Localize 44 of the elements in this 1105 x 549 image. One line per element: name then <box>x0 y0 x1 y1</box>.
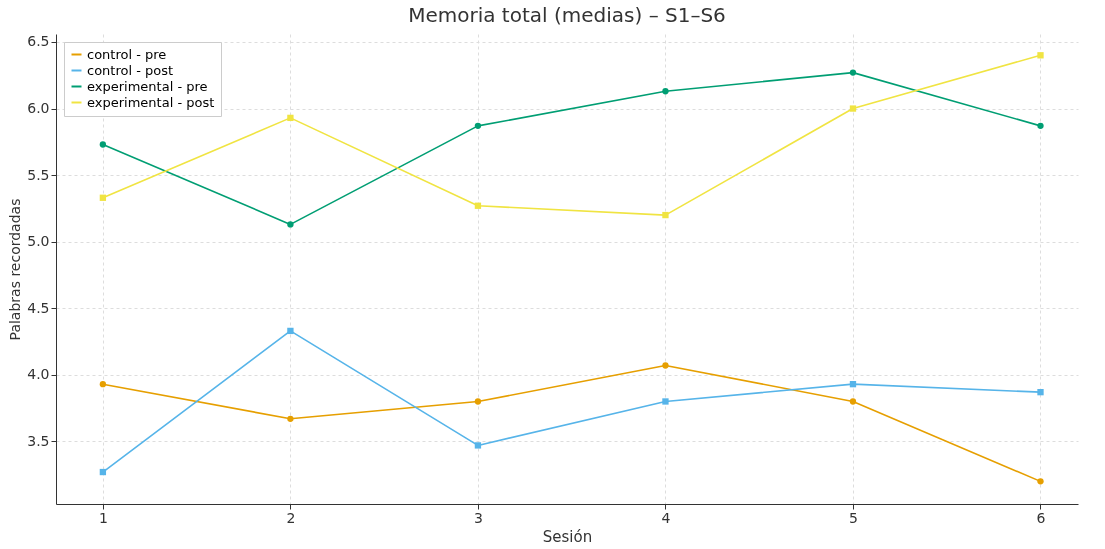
point <box>1037 389 1044 396</box>
point <box>287 114 294 122</box>
y-tick-label: 3.5 <box>27 432 50 449</box>
x-tick-label: 5 <box>849 509 858 526</box>
point <box>287 221 294 228</box>
x-tick-label: 6 <box>1036 509 1046 526</box>
point <box>662 398 669 405</box>
point <box>287 327 294 335</box>
x-tick-label: 1 <box>98 509 108 526</box>
legend-label: control - pre <box>87 46 167 62</box>
point <box>849 105 857 112</box>
point <box>474 442 482 449</box>
point <box>849 398 857 405</box>
x-tick-label: 3 <box>473 509 483 526</box>
legend-label: experimental - post <box>87 94 215 110</box>
x-axis-title: Sesión <box>542 527 593 546</box>
y-tick-label: 4.0 <box>27 366 50 383</box>
point <box>474 122 482 130</box>
y-tick-label: 5.0 <box>27 233 50 250</box>
point <box>662 362 669 369</box>
y-tick-label: 5.5 <box>27 166 50 183</box>
point <box>99 194 107 201</box>
y-axis-title: Palabras recordadas <box>7 198 24 341</box>
point <box>474 398 482 405</box>
point <box>849 381 857 388</box>
y-tick-label: 6.5 <box>27 33 50 50</box>
legend-label: control - post <box>87 62 174 78</box>
point <box>1037 478 1044 485</box>
point <box>662 211 669 219</box>
chart-title: Memoria total (medias) – S1–S6 <box>408 3 726 27</box>
x-tick-label: 2 <box>286 509 296 526</box>
point <box>99 141 107 148</box>
point <box>99 468 107 476</box>
y-tick-label: 4.5 <box>27 299 50 316</box>
legend-label: experimental - pre <box>87 78 208 94</box>
point <box>287 415 294 422</box>
x-tick-label: 4 <box>661 509 671 526</box>
y-tick-label: 6.0 <box>27 100 50 117</box>
point <box>1037 122 1044 130</box>
point <box>1037 52 1044 59</box>
point <box>99 381 107 388</box>
point <box>849 69 857 76</box>
point <box>474 202 482 209</box>
point <box>662 88 669 95</box>
